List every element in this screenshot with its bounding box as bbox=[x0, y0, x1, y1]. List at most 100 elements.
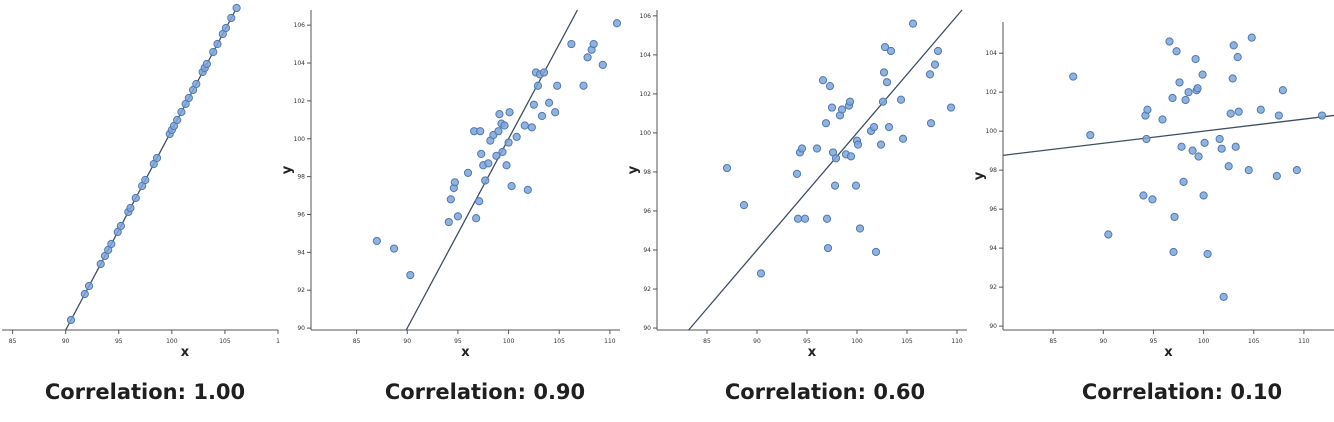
y-tick-label: 98 bbox=[989, 167, 997, 174]
x-tick-label: 95 bbox=[803, 338, 811, 345]
data-point bbox=[845, 97, 855, 106]
data-point bbox=[537, 111, 547, 121]
data-point bbox=[878, 97, 888, 106]
data-point bbox=[898, 134, 908, 143]
data-point bbox=[494, 127, 503, 136]
data-point bbox=[827, 103, 837, 112]
data-point bbox=[492, 151, 501, 160]
x-tick-label: 90 bbox=[62, 338, 70, 345]
x-axis-label: x bbox=[1164, 345, 1173, 360]
data-point bbox=[589, 39, 598, 49]
data-point bbox=[472, 214, 481, 223]
data-point bbox=[1229, 41, 1238, 50]
y-tick-label: 102 bbox=[640, 91, 652, 98]
data-point bbox=[1181, 95, 1190, 105]
x-tick-label: 110 bbox=[1298, 338, 1310, 345]
data-point bbox=[507, 181, 516, 191]
data-point bbox=[523, 185, 532, 194]
y-tick-label: 98 bbox=[297, 174, 305, 181]
data-point bbox=[551, 108, 560, 117]
x-tick-label: 100 bbox=[166, 338, 178, 345]
data-point bbox=[1217, 144, 1226, 153]
data-point bbox=[1272, 171, 1281, 181]
data-point bbox=[1179, 177, 1188, 186]
data-point bbox=[1158, 115, 1167, 124]
data-point bbox=[477, 149, 486, 159]
data-point bbox=[96, 259, 105, 269]
data-point bbox=[756, 269, 766, 278]
y-tick-label: 92 bbox=[297, 287, 305, 294]
data-point bbox=[1172, 47, 1181, 56]
data-point bbox=[484, 159, 493, 168]
data-point bbox=[583, 53, 592, 62]
data-point bbox=[1292, 166, 1301, 175]
data-point bbox=[141, 175, 150, 185]
data-point bbox=[463, 168, 473, 177]
y-tick-label: 102 bbox=[294, 98, 306, 105]
regression-line bbox=[688, 9, 963, 331]
data-point bbox=[1215, 134, 1224, 144]
data-point bbox=[925, 70, 935, 79]
data-point bbox=[853, 140, 863, 149]
x-tick-label: 105 bbox=[901, 338, 913, 345]
data-point bbox=[822, 214, 832, 223]
data-point bbox=[173, 115, 182, 125]
x-axis-label: x bbox=[808, 345, 817, 360]
data-point bbox=[502, 161, 511, 170]
data-point bbox=[520, 121, 529, 130]
x-axis-label: x bbox=[181, 345, 190, 360]
scatter-panel-1: 85 90 95 100 105 1 x bbox=[2, 3, 280, 360]
x-tick-label: 85 bbox=[9, 338, 17, 345]
y-tick-label: 98 bbox=[643, 169, 651, 176]
y-tick-label: 92 bbox=[643, 286, 651, 293]
data-point bbox=[177, 107, 186, 117]
data-point bbox=[1139, 191, 1148, 200]
data-point bbox=[389, 244, 399, 253]
data-point bbox=[846, 152, 856, 161]
data-point bbox=[837, 105, 847, 114]
data-point bbox=[80, 289, 89, 299]
x-tick-label: 85 bbox=[1049, 338, 1057, 345]
data-point bbox=[481, 176, 490, 185]
data-point bbox=[84, 281, 94, 291]
data-point bbox=[544, 98, 554, 107]
y-tick-label: 104 bbox=[640, 52, 652, 59]
data-point bbox=[505, 108, 514, 117]
data-point bbox=[882, 78, 892, 87]
data-point bbox=[1143, 105, 1152, 114]
y-tick-label: 96 bbox=[297, 211, 305, 218]
data-point bbox=[831, 154, 841, 163]
data-point bbox=[131, 193, 140, 203]
data-point bbox=[512, 132, 521, 141]
data-point bbox=[533, 81, 543, 90]
data-point bbox=[598, 60, 607, 70]
x-tick-label: 100 bbox=[851, 338, 863, 345]
data-point bbox=[818, 76, 828, 85]
data-point bbox=[908, 19, 918, 28]
data-point bbox=[1184, 88, 1193, 97]
data-point bbox=[495, 110, 504, 119]
data-point bbox=[116, 221, 125, 231]
data-point bbox=[450, 178, 459, 187]
x-tick-label: 105 bbox=[553, 338, 565, 345]
data-point bbox=[1188, 146, 1197, 155]
data-point bbox=[66, 315, 76, 325]
data-point bbox=[1233, 52, 1242, 62]
data-point bbox=[800, 214, 810, 223]
data-point bbox=[869, 122, 879, 132]
regression-line bbox=[1002, 114, 1334, 156]
data-point bbox=[209, 47, 218, 57]
data-point bbox=[1203, 249, 1212, 259]
data-point bbox=[1165, 37, 1174, 46]
x-tick-label: 110 bbox=[604, 338, 616, 345]
y-tick-label: 106 bbox=[294, 22, 306, 29]
data-point bbox=[1247, 33, 1256, 42]
data-point bbox=[1069, 72, 1078, 81]
data-point bbox=[1226, 109, 1235, 118]
data-point bbox=[192, 79, 201, 89]
data-point bbox=[227, 13, 236, 23]
data-point bbox=[1169, 247, 1178, 257]
x-tick-label: 100 bbox=[1198, 338, 1210, 345]
data-point bbox=[1168, 93, 1177, 103]
